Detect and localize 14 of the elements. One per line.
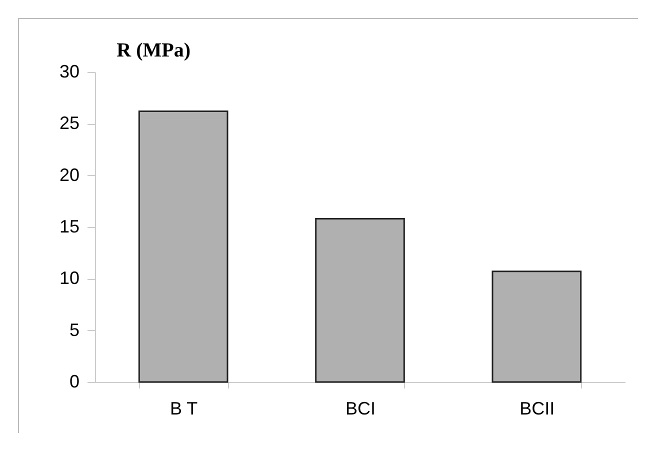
- x-tick-label: BCI: [345, 398, 376, 418]
- y-tick-label: 25: [59, 113, 80, 134]
- y-tick-label: 15: [59, 216, 80, 236]
- bar: [138, 110, 228, 383]
- x-tick-label: B T: [170, 398, 198, 418]
- x-tick-label: BCII: [520, 398, 555, 418]
- y-tick-label: 0: [69, 372, 80, 392]
- y-axis-title: R (MPa): [116, 40, 190, 62]
- bar: [492, 270, 582, 383]
- y-tick-label: 10: [59, 268, 80, 288]
- y-tick-label: 5: [69, 320, 80, 340]
- y-tick-label: 20: [59, 164, 80, 185]
- y-tick-label: 30: [59, 62, 80, 82]
- bar: [315, 218, 405, 383]
